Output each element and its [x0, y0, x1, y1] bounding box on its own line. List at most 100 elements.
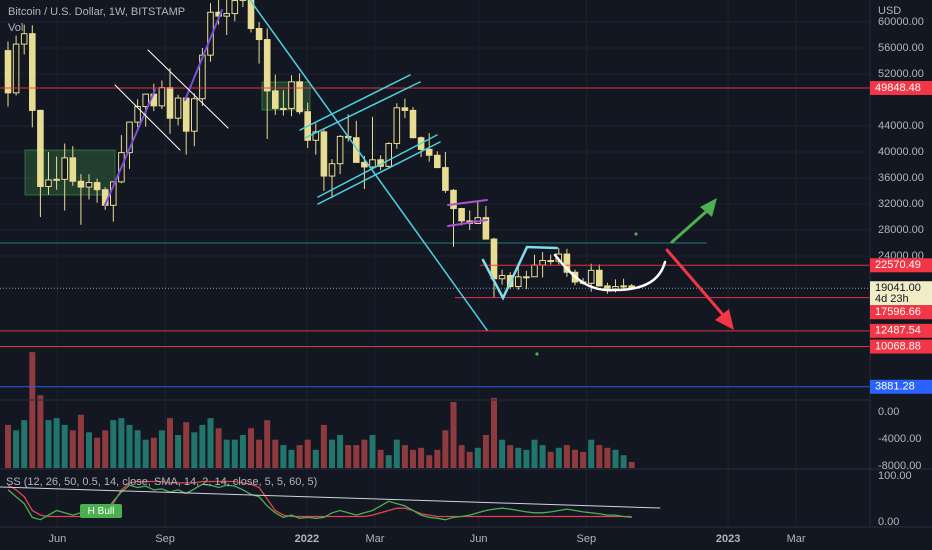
flag-line — [447, 199, 488, 206]
volume-bar — [320, 424, 327, 468]
volume-bar — [474, 447, 481, 468]
candle-body — [434, 154, 441, 169]
candle-body — [263, 39, 271, 92]
countdown: 4d 23h — [875, 293, 909, 305]
arrow-down — [665, 248, 726, 318]
x-tick-label: Jun — [470, 533, 488, 545]
dot — [634, 232, 638, 236]
arrow-up-head — [700, 198, 717, 217]
candle-body — [29, 33, 36, 111]
candle-body — [401, 107, 409, 111]
channel-line — [317, 134, 438, 198]
candle-body — [158, 87, 166, 107]
candle-body — [409, 109, 417, 139]
volume-bar — [110, 420, 117, 468]
volume-bar — [531, 439, 538, 468]
volume-bar — [466, 451, 473, 468]
candle-body — [126, 121, 133, 154]
marks — [0, 0, 870, 521]
currency: USD — [878, 5, 901, 17]
volume-bar — [150, 437, 157, 468]
candle-body — [425, 148, 433, 156]
level-label: 22570.49 — [875, 259, 921, 271]
volume-bar — [523, 449, 530, 468]
candle-body — [85, 182, 93, 188]
level-label-box — [870, 305, 932, 320]
volume-bar — [563, 445, 570, 468]
trend-line — [104, 89, 156, 206]
level-label: 19041.00 — [875, 282, 921, 294]
y-tick-label: 40000.00 — [878, 146, 924, 158]
volume-bar — [256, 439, 263, 468]
volume-bar — [239, 434, 246, 468]
arrow-up — [670, 208, 710, 244]
y-tick-label: 56000.00 — [878, 42, 924, 54]
volume-bar — [304, 439, 311, 468]
trend-line — [147, 49, 229, 129]
volume-bar — [126, 424, 133, 468]
volume-bar — [264, 420, 271, 468]
volume-bar — [555, 447, 562, 468]
volume-bar — [401, 445, 408, 468]
candle-body — [523, 276, 530, 279]
dot — [535, 352, 539, 356]
volume-tick-label: -4000.00 — [878, 433, 921, 445]
candle-body — [450, 189, 457, 210]
candle-body — [296, 81, 303, 113]
volume-bar — [393, 439, 400, 468]
candle-body — [174, 97, 182, 119]
volume-bar — [158, 430, 165, 468]
volume-bar — [547, 451, 554, 468]
volume-bar — [482, 434, 489, 468]
candle-body — [515, 276, 522, 288]
x-tick-label: 2023 — [716, 533, 740, 545]
y-tick-label: 52000.00 — [878, 68, 924, 80]
volume-bar — [312, 449, 319, 468]
trend-line — [249, 0, 488, 331]
volume-bar — [134, 430, 141, 468]
volume-bar — [507, 445, 514, 468]
volume-bar — [588, 439, 595, 468]
volume-bar — [21, 420, 28, 468]
candle-body — [385, 143, 392, 167]
candle-body — [223, 13, 230, 17]
candle-body — [45, 179, 52, 187]
volume-bar — [434, 449, 441, 468]
candle-body — [458, 208, 465, 222]
volume-bar — [620, 455, 627, 468]
volume-bar — [102, 430, 109, 468]
volume-bar — [13, 430, 20, 468]
candle-body — [166, 87, 174, 119]
volume-bar — [142, 439, 149, 468]
candle-body — [20, 33, 28, 45]
oscillator-line — [7, 483, 632, 521]
volume-tick-label: -8000.00 — [878, 460, 921, 472]
volume-bar — [296, 445, 303, 468]
candle-body — [531, 264, 538, 278]
candle-body — [69, 157, 77, 182]
y-tick-label: 44000.00 — [878, 120, 924, 132]
volume-bar — [94, 437, 101, 468]
volume-bar — [223, 439, 230, 468]
candle-body — [620, 285, 627, 288]
volume-bar — [280, 445, 287, 468]
volume-bar — [580, 451, 587, 468]
volume-bar — [369, 434, 376, 468]
x-tick-label: Sep — [155, 533, 175, 545]
candle-body — [37, 109, 44, 187]
volume-bar — [499, 439, 506, 468]
candle-body — [547, 260, 555, 263]
volume-bar — [458, 445, 465, 468]
volume-bar — [53, 418, 60, 468]
volume-bar — [353, 445, 360, 468]
badge: H Bull — [88, 506, 115, 517]
symbol-title: Bitcoin / U.S. Dollar, 1W, BITSTAMP — [8, 6, 185, 18]
level-label: 12487.54 — [875, 325, 921, 337]
volume-tick-label: 0.00 — [878, 406, 899, 418]
candle-body — [61, 157, 69, 180]
volume-bar — [628, 461, 635, 468]
osc-tick-label: 0.00 — [878, 516, 899, 528]
candle-body — [442, 167, 449, 191]
volume-bar — [167, 418, 173, 468]
channel-line — [299, 74, 411, 131]
